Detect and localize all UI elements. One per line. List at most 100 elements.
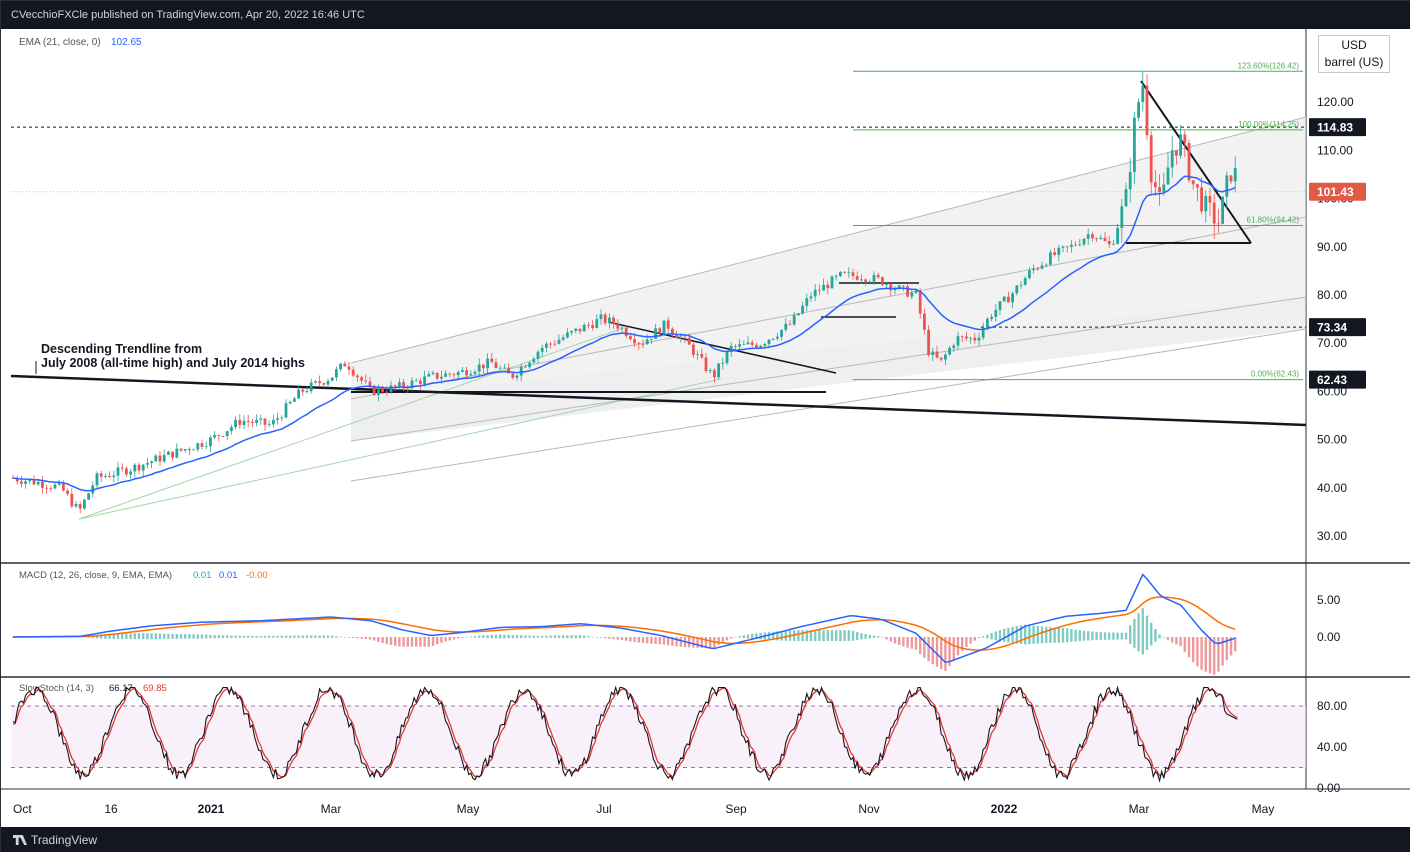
- macd-hist-bar: [452, 637, 456, 640]
- macd-hist-bar: [431, 637, 435, 646]
- macd-hist-bar: [507, 634, 510, 639]
- macd-hist-bar: [381, 637, 384, 644]
- annotation-line-1: Descending Trendline from: [41, 342, 202, 356]
- macd-hist-bar: [415, 637, 418, 647]
- candle-body: [259, 418, 263, 420]
- candle-body: [763, 344, 767, 346]
- macd-hist-bar: [503, 634, 506, 639]
- candle-body: [230, 427, 233, 432]
- time-tick: Mar: [321, 802, 342, 816]
- macd-hist-bar: [856, 631, 859, 641]
- macd-hist-bar: [738, 636, 741, 638]
- macd-hist-bar: [620, 637, 624, 641]
- candle-body: [910, 292, 914, 297]
- candle-body: [847, 272, 851, 274]
- candle-body: [860, 279, 863, 281]
- tradingview-logo[interactable]: TradingView: [13, 833, 97, 847]
- macd-hist-bar: [570, 635, 573, 639]
- candle-body: [196, 443, 200, 450]
- candle-body: [461, 370, 464, 372]
- macd-hist-bar: [667, 637, 670, 646]
- macd-hist-bar: [1158, 634, 1161, 639]
- macd-hist-bar: [482, 635, 485, 638]
- macd-hist-bar: [721, 637, 724, 643]
- candle-body: [1036, 268, 1040, 270]
- macd-hist-bar: [956, 637, 960, 656]
- candle-body: [402, 382, 405, 388]
- macd-hist-bar: [725, 637, 729, 641]
- macd-hist-bar: [419, 637, 422, 647]
- stoch-k-line: [12, 685, 1238, 783]
- candle-body: [225, 431, 229, 437]
- candle-body: [889, 284, 893, 291]
- macd-hist-bar: [314, 635, 317, 638]
- candle-body: [297, 389, 300, 399]
- candle-body: [528, 362, 531, 368]
- candle-body: [465, 370, 468, 376]
- candle-body: [738, 344, 741, 347]
- candle-body: [1112, 243, 1115, 245]
- candle-body: [398, 382, 401, 387]
- macd-hist-bar: [679, 637, 682, 647]
- candle-body: [532, 358, 536, 363]
- candle-body: [301, 389, 305, 392]
- candle-body: [167, 451, 170, 455]
- macd-hist-bar: [11, 637, 15, 638]
- candle-body: [881, 277, 884, 285]
- candle-body: [1028, 270, 1031, 279]
- unit-label: barrel (US): [1324, 55, 1384, 69]
- candle-body: [267, 424, 271, 426]
- candle-body: [969, 337, 972, 339]
- candle-body: [587, 324, 590, 326]
- candle-body: [293, 398, 296, 402]
- candle-body: [431, 372, 435, 374]
- macd-hist-bar: [532, 635, 535, 638]
- macd-hist-bar: [578, 635, 582, 639]
- candle-body: [1212, 202, 1216, 224]
- fib-label: 0.00%(62.43): [1251, 370, 1299, 379]
- macd-hist-bar: [776, 631, 779, 641]
- macd-hist-bar: [969, 637, 972, 644]
- candle-body: [326, 380, 330, 385]
- macd-hist-bar: [591, 636, 594, 638]
- macd-hist-bar: [898, 637, 901, 645]
- candle-body: [876, 274, 880, 278]
- currency-unit-box[interactable]: USD barrel (US): [1318, 35, 1390, 73]
- macd-hist-bar: [95, 634, 99, 639]
- candle-body: [746, 342, 750, 345]
- macd-hist-bar: [524, 635, 527, 638]
- macd-hist-bar: [377, 637, 380, 642]
- candle-body: [335, 369, 338, 378]
- chart-canvas[interactable]: 123.60%(126.42) 100.00%(114.25) 61.80%(94.…: [1, 29, 1410, 827]
- candle-body: [574, 328, 578, 331]
- macd-hist-bar: [1129, 625, 1132, 644]
- macd-hist-bar: [1133, 618, 1136, 648]
- candle-body: [482, 364, 485, 369]
- candle-body: [1233, 168, 1237, 182]
- candle-body: [427, 373, 431, 377]
- macd-hist-bar: [1053, 627, 1056, 643]
- candle-body: [805, 298, 809, 306]
- macd-hist-bar: [1234, 637, 1237, 652]
- candle-body: [1002, 296, 1006, 302]
- macd-line: [12, 573, 1236, 664]
- candle-body: [637, 343, 641, 345]
- macd-hist-bar: [272, 635, 275, 638]
- macd-hist-bar: [310, 635, 313, 638]
- macd-hist-bar: [1162, 637, 1165, 638]
- candle-body: [473, 371, 477, 374]
- macd-hist-bar: [612, 637, 615, 640]
- pitchfork-upper-zone: [351, 117, 1306, 399]
- fan-line-upper: [78, 328, 622, 520]
- price-tick: 40.00: [1317, 481, 1347, 495]
- macd-hist-bar: [352, 637, 355, 638]
- wedge-line: [607, 321, 837, 374]
- candle-body: [1099, 237, 1103, 239]
- candle-body: [32, 479, 36, 485]
- macd-hist-bar: [1087, 631, 1090, 641]
- candle-body: [440, 376, 443, 379]
- macd-hist-bar: [1028, 624, 1031, 645]
- candle-body: [1078, 244, 1082, 246]
- macd-hist-bar: [557, 635, 561, 638]
- stoch-tick: 80.00: [1317, 699, 1347, 713]
